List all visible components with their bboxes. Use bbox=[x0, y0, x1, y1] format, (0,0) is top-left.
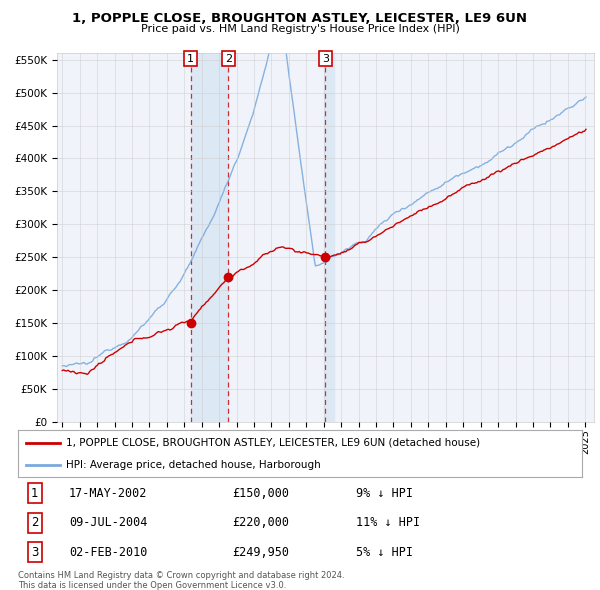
Text: 1, POPPLE CLOSE, BROUGHTON ASTLEY, LEICESTER, LE9 6UN (detached house): 1, POPPLE CLOSE, BROUGHTON ASTLEY, LEICE… bbox=[66, 438, 480, 448]
Bar bbox=[191, 53, 228, 422]
Text: 3: 3 bbox=[322, 54, 329, 64]
Text: This data is licensed under the Open Government Licence v3.0.: This data is licensed under the Open Gov… bbox=[18, 581, 286, 589]
Text: £249,950: £249,950 bbox=[232, 546, 289, 559]
Text: 02-FEB-2010: 02-FEB-2010 bbox=[69, 546, 147, 559]
Text: 3: 3 bbox=[31, 546, 38, 559]
Text: 5% ↓ HPI: 5% ↓ HPI bbox=[356, 546, 413, 559]
Text: 1: 1 bbox=[187, 54, 194, 64]
Text: 9% ↓ HPI: 9% ↓ HPI bbox=[356, 487, 413, 500]
Text: 1, POPPLE CLOSE, BROUGHTON ASTLEY, LEICESTER, LE9 6UN: 1, POPPLE CLOSE, BROUGHTON ASTLEY, LEICE… bbox=[73, 12, 527, 25]
Text: £150,000: £150,000 bbox=[232, 487, 289, 500]
Text: 2: 2 bbox=[31, 516, 38, 529]
Text: HPI: Average price, detached house, Harborough: HPI: Average price, detached house, Harb… bbox=[66, 460, 320, 470]
Text: Price paid vs. HM Land Registry's House Price Index (HPI): Price paid vs. HM Land Registry's House … bbox=[140, 24, 460, 34]
Text: 17-MAY-2002: 17-MAY-2002 bbox=[69, 487, 147, 500]
Text: Contains HM Land Registry data © Crown copyright and database right 2024.: Contains HM Land Registry data © Crown c… bbox=[18, 571, 344, 580]
Text: 1: 1 bbox=[31, 487, 38, 500]
Text: 11% ↓ HPI: 11% ↓ HPI bbox=[356, 516, 421, 529]
Text: 2: 2 bbox=[224, 54, 232, 64]
Bar bbox=[325, 53, 334, 422]
Text: 09-JUL-2004: 09-JUL-2004 bbox=[69, 516, 147, 529]
Text: £220,000: £220,000 bbox=[232, 516, 289, 529]
